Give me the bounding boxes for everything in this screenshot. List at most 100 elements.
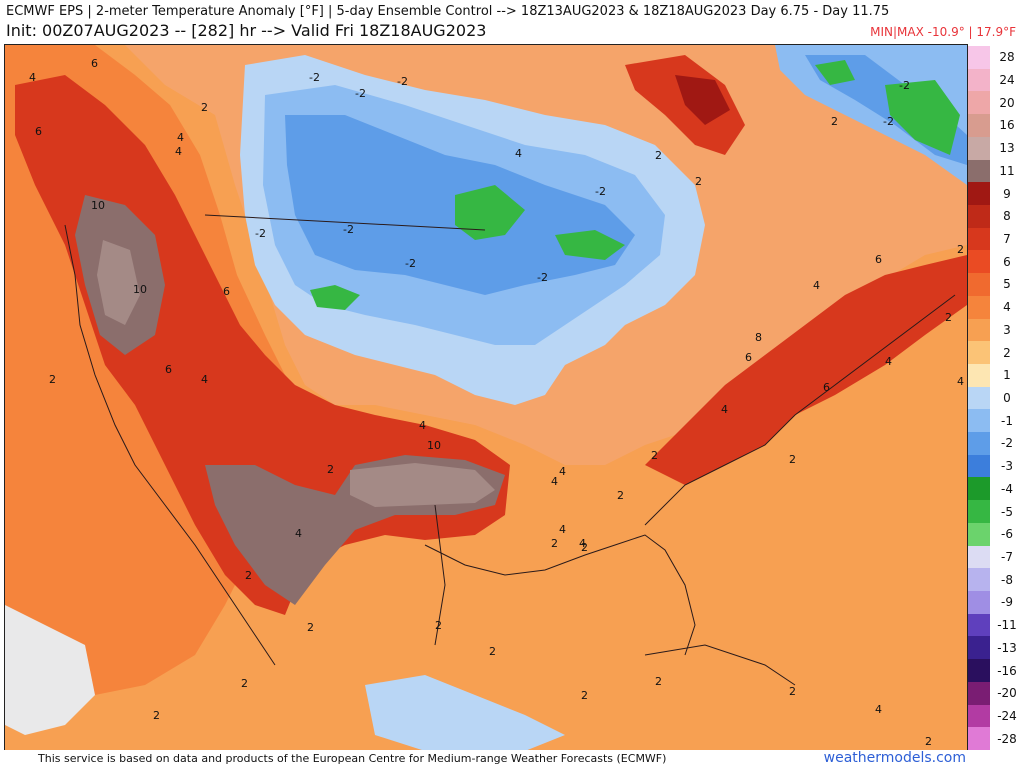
contour-label: 4 <box>175 145 182 158</box>
colorbar-swatch <box>968 91 990 115</box>
colorbar-label: 7 <box>1003 232 1011 247</box>
contour-label: 4 <box>559 523 566 536</box>
contour-label: 2 <box>655 149 662 162</box>
contour-label: 2 <box>245 569 252 582</box>
contour-label: 4 <box>419 419 426 432</box>
colorbar-label: -5 <box>1001 504 1013 519</box>
colorbar-swatch <box>968 591 990 615</box>
anomaly-map: 6 4 4 2 6 4 10 10 6 6 4 2 -2 -2 -2 -2 -2 4 -2 -2 -2 2 2 -2 -2 2 4 6… <box>4 44 968 752</box>
colorbar-swatch <box>968 545 990 569</box>
contour-label: 4 <box>551 475 558 488</box>
mexico-cool <box>365 675 565 751</box>
map-subtitle: Init: 00Z07AUG2023 -- [282] hr --> Valid… <box>6 21 487 40</box>
contour-label: -2 <box>343 223 354 236</box>
contour-label: 4 <box>201 373 208 386</box>
atlantic-coastline <box>644 294 956 526</box>
colorbar-labels: 28 24 20 16 13 11 9 8 7 6 5 4 3 2 1 0 -1 -2 -3 -4 -5 -6 -7 -8 -9… <box>990 46 1024 750</box>
east-coast-red <box>645 255 967 485</box>
colorbar-swatch <box>968 182 990 206</box>
contour-label: -2 <box>397 75 408 88</box>
contour-label: 4 <box>721 403 728 416</box>
colorbar-swatch <box>968 114 990 138</box>
contour-label: 2 <box>581 541 588 554</box>
colorbar-label: -4 <box>1001 481 1013 496</box>
colorbar <box>968 46 990 751</box>
contour-label: 10 <box>133 283 147 296</box>
colorbar-label: -6 <box>1001 527 1013 542</box>
contour-label: 4 <box>875 703 882 716</box>
colorbar-swatch <box>968 159 990 183</box>
cold-pocket-rockies <box>310 285 360 310</box>
colorbar-label: 16 <box>999 118 1015 133</box>
hudson-warm-core <box>675 75 730 125</box>
footer-site-link[interactable]: weathermodels.com <box>823 750 966 766</box>
labrador-cold-pocket <box>885 80 960 155</box>
contour-label: 4 <box>579 537 586 550</box>
contour-label: 2 <box>695 175 702 188</box>
contour-label: 2 <box>201 101 208 114</box>
contour-label: 4 <box>29 71 36 84</box>
contour-label: 2 <box>789 685 796 698</box>
gulf-coastline <box>424 534 696 656</box>
contour-label: 10 <box>91 199 105 212</box>
colorbar-label: 5 <box>1003 277 1011 292</box>
colorbar-swatch <box>968 68 990 92</box>
colorbar-label: 8 <box>1003 209 1011 224</box>
colorbar-swatch <box>968 295 990 319</box>
colorbar-label: 1 <box>1003 368 1011 383</box>
map-header: ECMWF EPS | 2-meter Temperature Anomaly … <box>0 0 1024 44</box>
coastline-overlay <box>64 214 956 686</box>
colorbar-swatch <box>968 204 990 228</box>
min-max-readout: MIN|MAX -10.9° | 17.9°F <box>870 25 1016 39</box>
contour-label: -2 <box>899 79 910 92</box>
colorbar-swatch <box>968 227 990 251</box>
colorbar-swatch <box>968 500 990 524</box>
colorbar-swatch <box>968 522 990 546</box>
colorbar-label: -11 <box>997 618 1017 633</box>
colorbar-label: -2 <box>1001 436 1013 451</box>
contour-label: 6 <box>745 351 752 364</box>
contour-label: -2 <box>255 227 266 240</box>
colorbar-swatch <box>968 341 990 365</box>
colorbar-swatch <box>968 613 990 637</box>
contour-label: 2 <box>307 621 314 634</box>
cold-pocket-manitoba <box>455 185 525 240</box>
contour-label: 4 <box>957 375 964 388</box>
colorbar-label: 3 <box>1003 322 1011 337</box>
colorbar-swatch <box>968 704 990 728</box>
colorbar-label: 24 <box>999 73 1015 88</box>
colorbar-swatch <box>968 136 990 160</box>
colorbar-swatch <box>968 454 990 478</box>
contour-label: 2 <box>241 677 248 690</box>
colorbar-label: -24 <box>997 708 1017 723</box>
west-coastline <box>64 224 276 666</box>
colorbar-swatch <box>968 46 990 69</box>
mexico-border <box>434 504 446 646</box>
colorbar-label: 28 <box>999 50 1015 65</box>
colorbar-label: -20 <box>997 686 1017 701</box>
colorbar-label: -7 <box>1001 549 1013 564</box>
contour-label: 2 <box>789 453 796 466</box>
colorbar-swatch <box>968 432 990 456</box>
contour-label: 2 <box>49 373 56 386</box>
pacific-neutral <box>5 605 95 735</box>
contour-label: 6 <box>91 57 98 70</box>
contour-label: 4 <box>885 355 892 368</box>
colorbar-label: 11 <box>999 163 1015 178</box>
colorbar-label: -16 <box>997 663 1017 678</box>
colorbar-swatch <box>968 477 990 501</box>
contour-label: 4 <box>813 279 820 292</box>
contour-label: -2 <box>883 115 894 128</box>
colorbar-label: 6 <box>1003 254 1011 269</box>
colorbar-label: -13 <box>997 640 1017 655</box>
colorbar-swatch <box>968 409 990 433</box>
cuba-coastline <box>644 644 796 686</box>
contour-label: 2 <box>831 115 838 128</box>
map-title: ECMWF EPS | 2-meter Temperature Anomaly … <box>6 4 890 19</box>
colorbar-swatch <box>968 636 990 660</box>
contour-label: -2 <box>537 271 548 284</box>
contour-label: 2 <box>551 537 558 550</box>
contour-label: 4 <box>559 465 566 478</box>
